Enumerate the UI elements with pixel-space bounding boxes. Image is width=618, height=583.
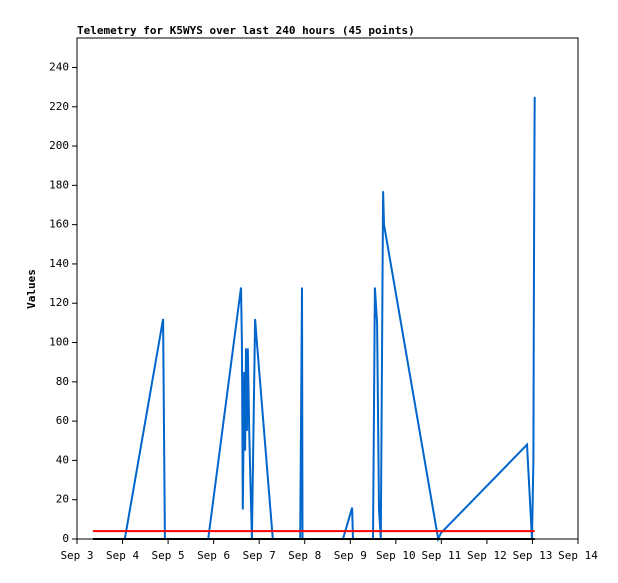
x-tick-label: Sep 9: [334, 549, 367, 562]
x-tick-label: Sep 13: [513, 549, 553, 562]
x-tick-label: Sep 4: [106, 549, 139, 562]
chart-title: Telemetry for K5WYS over last 240 hours …: [77, 24, 415, 37]
y-tick-label: 220: [49, 100, 69, 113]
y-tick-label: 80: [56, 375, 69, 388]
y-tick-label: 40: [56, 453, 69, 466]
y-tick-label: 200: [49, 139, 69, 152]
y-tick-label: 20: [56, 493, 69, 506]
x-tick-label: Sep 11: [421, 549, 461, 562]
plot-frame: [76, 37, 579, 540]
y-tick-label: 0: [62, 532, 69, 545]
y-tick-label: 60: [56, 414, 69, 427]
x-tick-label: Sep 14: [558, 549, 598, 562]
x-tick-label: Sep 7: [243, 549, 276, 562]
x-tick-label: Sep 8: [288, 549, 321, 562]
y-tick-label: 140: [49, 257, 69, 270]
y-tick-label: 240: [49, 60, 69, 73]
x-tick-label: Sep 3: [60, 549, 93, 562]
y-tick-label: 160: [49, 218, 69, 231]
x-tick-label: Sep 5: [152, 549, 185, 562]
x-tick-label: Sep 10: [376, 549, 416, 562]
series-line: [123, 96, 536, 543]
y-axis-label: Values: [25, 269, 38, 309]
x-tick-label: Sep 12: [467, 549, 507, 562]
y-tick-label: 100: [49, 336, 69, 349]
y-tick-label: 180: [49, 178, 69, 191]
y-tick-label: 120: [49, 296, 69, 309]
x-tick-label: Sep 6: [197, 549, 230, 562]
